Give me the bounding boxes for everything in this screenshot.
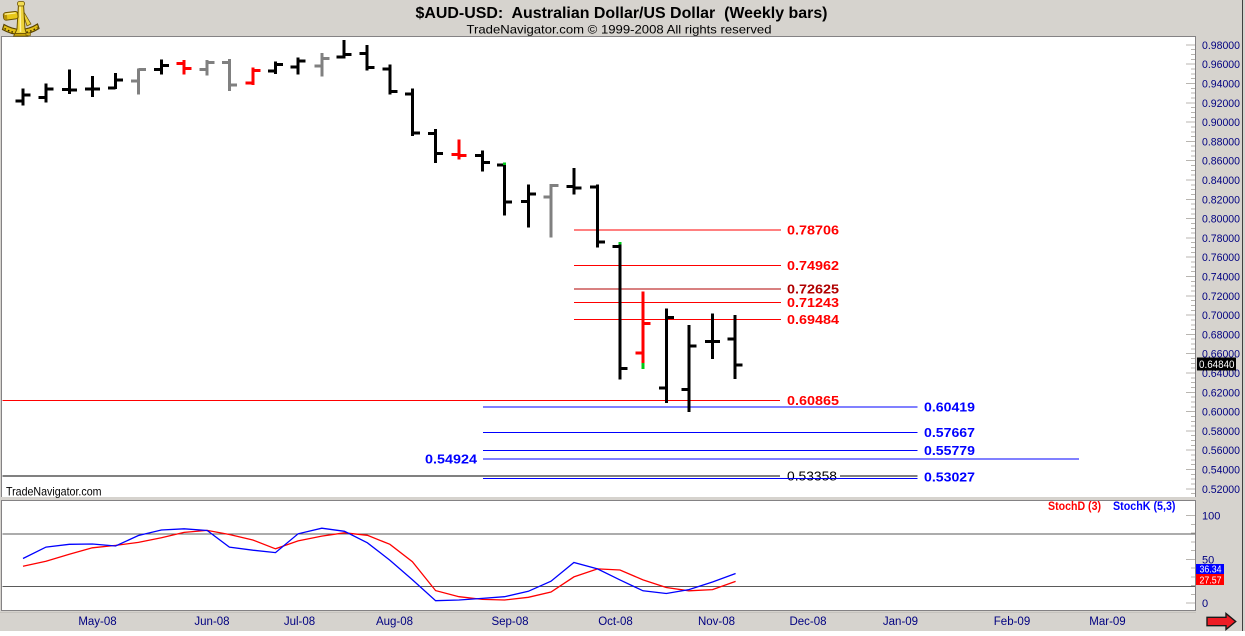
svg-text:Jul-08: Jul-08 <box>284 616 315 628</box>
svg-text:0.86000: 0.86000 <box>1202 156 1240 168</box>
svg-text:Dec-08: Dec-08 <box>789 616 826 628</box>
svg-text:50: 50 <box>1202 554 1214 566</box>
svg-text:0: 0 <box>1202 598 1208 610</box>
svg-text:0.84000: 0.84000 <box>1202 175 1240 187</box>
svg-text:0.82000: 0.82000 <box>1202 194 1240 206</box>
svg-text:0.71243: 0.71243 <box>787 295 839 310</box>
svg-text:0.60419: 0.60419 <box>924 399 975 414</box>
svg-text:Mar-09: Mar-09 <box>1089 616 1125 628</box>
svg-text:0.90000: 0.90000 <box>1202 117 1240 129</box>
svg-text:StochK (5,3): StochK (5,3) <box>1113 499 1176 513</box>
svg-text:0.56000: 0.56000 <box>1202 445 1240 457</box>
svg-text:Jan-09: Jan-09 <box>883 616 918 628</box>
svg-text:36.34: 36.34 <box>1200 565 1222 576</box>
svg-text:0.54000: 0.54000 <box>1202 465 1240 477</box>
svg-text:0.54924: 0.54924 <box>425 452 478 467</box>
svg-text:0.78000: 0.78000 <box>1202 233 1240 245</box>
svg-text:0.74000: 0.74000 <box>1202 272 1240 284</box>
svg-text:0.70000: 0.70000 <box>1202 310 1240 322</box>
svg-text:Feb-09: Feb-09 <box>994 616 1030 628</box>
svg-text:0.64840: 0.64840 <box>1199 359 1235 371</box>
svg-text:Jun-08: Jun-08 <box>194 616 229 628</box>
svg-text:0.57667: 0.57667 <box>924 425 975 440</box>
svg-text:0.76000: 0.76000 <box>1202 252 1240 264</box>
svg-text:0.88000: 0.88000 <box>1202 136 1240 148</box>
svg-text:0.58000: 0.58000 <box>1202 426 1240 438</box>
svg-text:0.64000: 0.64000 <box>1202 368 1240 380</box>
svg-text:27.57: 27.57 <box>1200 576 1222 587</box>
svg-text:TradeNavigator.com © 1999-2008: TradeNavigator.com © 1999-2008 All right… <box>467 23 772 37</box>
svg-text:0.72625: 0.72625 <box>787 282 839 297</box>
svg-text:0.60865: 0.60865 <box>787 393 839 408</box>
svg-text:0.53358: 0.53358 <box>787 468 837 483</box>
svg-text:May-08: May-08 <box>78 616 116 628</box>
svg-text:0.94000: 0.94000 <box>1202 79 1240 91</box>
svg-text:0.69484: 0.69484 <box>787 312 840 327</box>
svg-text:0.92000: 0.92000 <box>1202 98 1240 110</box>
svg-text:TradeNavigator.com: TradeNavigator.com <box>6 485 102 499</box>
svg-text:0.74962: 0.74962 <box>787 258 839 273</box>
svg-text:StochD (3): StochD (3) <box>1048 499 1101 513</box>
svg-text:0.60000: 0.60000 <box>1202 407 1240 419</box>
svg-text:0.62000: 0.62000 <box>1202 387 1240 399</box>
svg-text:Oct-08: Oct-08 <box>598 616 633 628</box>
svg-text:0.55779: 0.55779 <box>924 443 975 458</box>
svg-text:Aug-08: Aug-08 <box>376 616 413 628</box>
svg-text:0.53027: 0.53027 <box>924 470 975 485</box>
svg-text:0.78706: 0.78706 <box>787 223 839 238</box>
svg-text:0.98000: 0.98000 <box>1202 40 1240 52</box>
svg-text:0.96000: 0.96000 <box>1202 59 1240 71</box>
svg-text:Nov-08: Nov-08 <box>698 616 735 628</box>
svg-text:Sep-08: Sep-08 <box>491 616 528 628</box>
svg-text:0.52000: 0.52000 <box>1202 484 1240 496</box>
svg-text:0.80000: 0.80000 <box>1202 214 1240 226</box>
svg-text:100: 100 <box>1202 511 1220 523</box>
svg-text:0.68000: 0.68000 <box>1202 329 1240 341</box>
svg-text:$AUD-USD: Australian Dollar/U: $AUD-USD: Australian Dollar/US Dollar (W… <box>416 5 828 22</box>
svg-text:0.72000: 0.72000 <box>1202 291 1240 303</box>
